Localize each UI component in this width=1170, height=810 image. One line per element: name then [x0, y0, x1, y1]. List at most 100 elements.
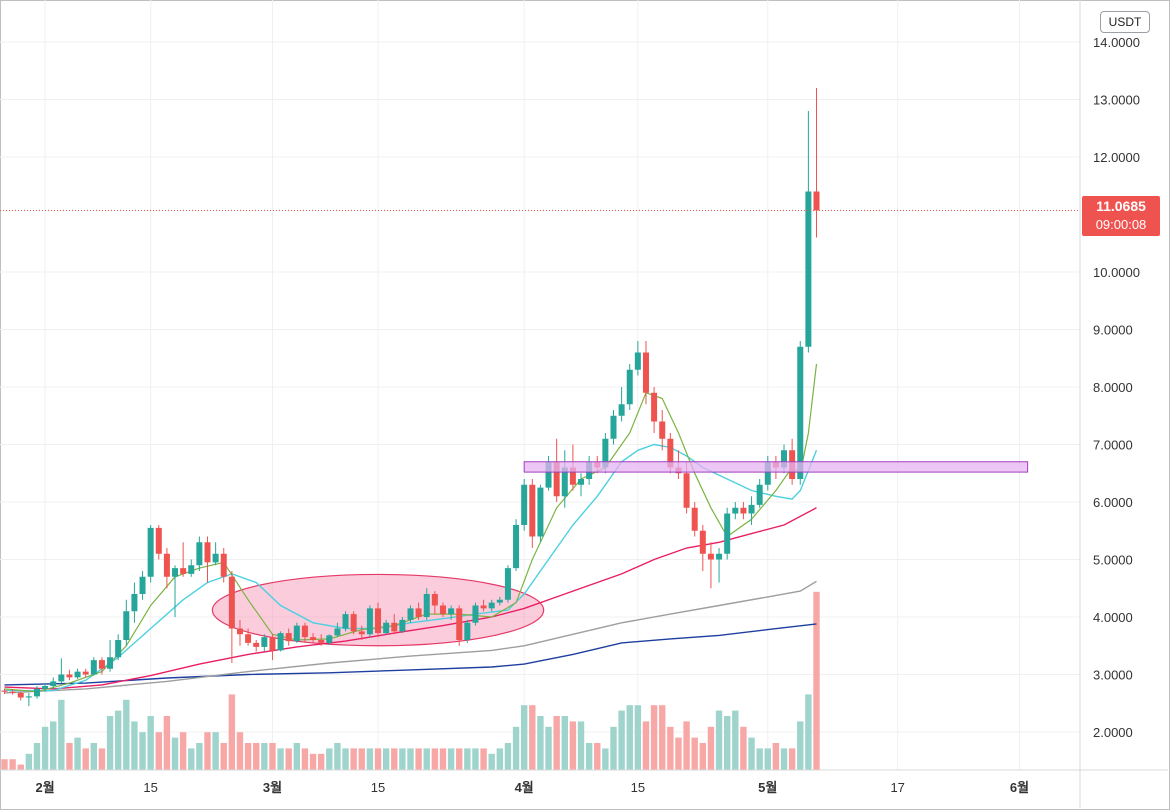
last-price-value: 11.0685 [1096, 198, 1146, 214]
volume-bar [634, 705, 642, 770]
candle-body [107, 657, 114, 669]
candle [399, 617, 406, 634]
volume-bar [228, 694, 236, 770]
candle [139, 571, 146, 600]
volume-bar [748, 737, 755, 770]
volume-bar [415, 748, 422, 770]
volume-bar [805, 694, 812, 770]
volume-bar [659, 705, 666, 770]
candle [448, 605, 455, 620]
candle-body [732, 507, 739, 514]
candle [42, 683, 49, 692]
price-tick-label: 14.0000 [1093, 35, 1140, 50]
candle-body [82, 671, 89, 675]
resistance-zone-layer[interactable] [523, 461, 1029, 473]
candle [651, 387, 658, 433]
candle [228, 571, 235, 663]
candle-body [66, 674, 73, 678]
volume-bar [780, 748, 788, 770]
candle-body [797, 346, 804, 479]
candle [66, 669, 73, 681]
volume-bar [439, 748, 447, 770]
candle [293, 622, 300, 643]
resistance-zone [523, 461, 1029, 473]
volume-bar [391, 748, 398, 770]
volume-bar [90, 743, 98, 770]
candle-body [488, 602, 495, 609]
candle-body [707, 553, 714, 560]
candle-body [748, 504, 755, 514]
candle-body [699, 530, 706, 554]
candle-body [301, 625, 308, 638]
volume-bar [106, 716, 114, 770]
volume-bar [382, 748, 390, 770]
candle-body [293, 625, 300, 642]
volume-bar [50, 721, 57, 770]
candle [578, 473, 585, 497]
candle [504, 565, 511, 603]
volume-bar [553, 716, 560, 770]
candle [98, 657, 105, 675]
candle-body [17, 692, 24, 698]
volume-bar [366, 748, 374, 770]
candle-body [212, 553, 219, 563]
volume-bar [293, 743, 301, 770]
price-tick-label: 12.0000 [1093, 150, 1140, 165]
candle [33, 686, 40, 699]
candle-body [602, 438, 609, 468]
volume-bar [496, 748, 504, 770]
volume-bar [309, 753, 317, 770]
candle [699, 525, 706, 571]
candle [480, 599, 487, 612]
candle-body [423, 594, 430, 617]
candle [50, 677, 57, 689]
volume-bar [447, 748, 455, 770]
candle-body [90, 660, 97, 675]
ma7-line [4, 363, 818, 693]
candle-body [781, 450, 788, 468]
volume-bar [269, 743, 276, 770]
candle [513, 519, 520, 571]
candle-body [131, 594, 138, 612]
candle-body [683, 473, 690, 508]
candle [537, 484, 544, 543]
candle-body [9, 691, 16, 693]
candle [326, 634, 333, 645]
candle [529, 479, 536, 548]
price-tick-label: 6.0000 [1093, 495, 1133, 510]
candle-body [163, 553, 170, 577]
candle-body [172, 568, 179, 577]
candle-body [529, 484, 536, 537]
candle-body [399, 619, 406, 632]
candle [521, 479, 528, 531]
volume-bar [326, 748, 333, 770]
candle-body [188, 565, 195, 574]
price-tick-label: 7.0000 [1093, 438, 1133, 453]
candle-body [740, 507, 747, 514]
candle [545, 456, 552, 491]
candle [147, 525, 154, 583]
candle [748, 496, 755, 525]
candle [9, 689, 16, 695]
candle-body [764, 461, 771, 485]
volume-bar [626, 705, 633, 770]
currency-badge[interactable]: USDT [1100, 11, 1150, 33]
candle [245, 628, 252, 646]
candle-body [691, 507, 698, 531]
candle [423, 588, 430, 620]
volume-bar [285, 748, 292, 770]
volume-bar [561, 716, 568, 770]
volume-bar [423, 748, 430, 770]
candle [464, 619, 471, 643]
moving-average-lines [4, 363, 818, 694]
price-axis[interactable]: 14.0000 13.0000 12.0000 10.0000 9.0000 8.0000… [1093, 35, 1140, 740]
time-axis[interactable]: 2월 15 3월 15 4월 15 5월 17 6월 [35, 780, 1029, 795]
candle [310, 633, 317, 643]
candle [318, 634, 325, 646]
volume-bar [41, 726, 49, 770]
volume-bar [472, 748, 479, 770]
candle-body [513, 525, 520, 569]
candle [618, 387, 625, 422]
volume-bar [512, 726, 520, 770]
